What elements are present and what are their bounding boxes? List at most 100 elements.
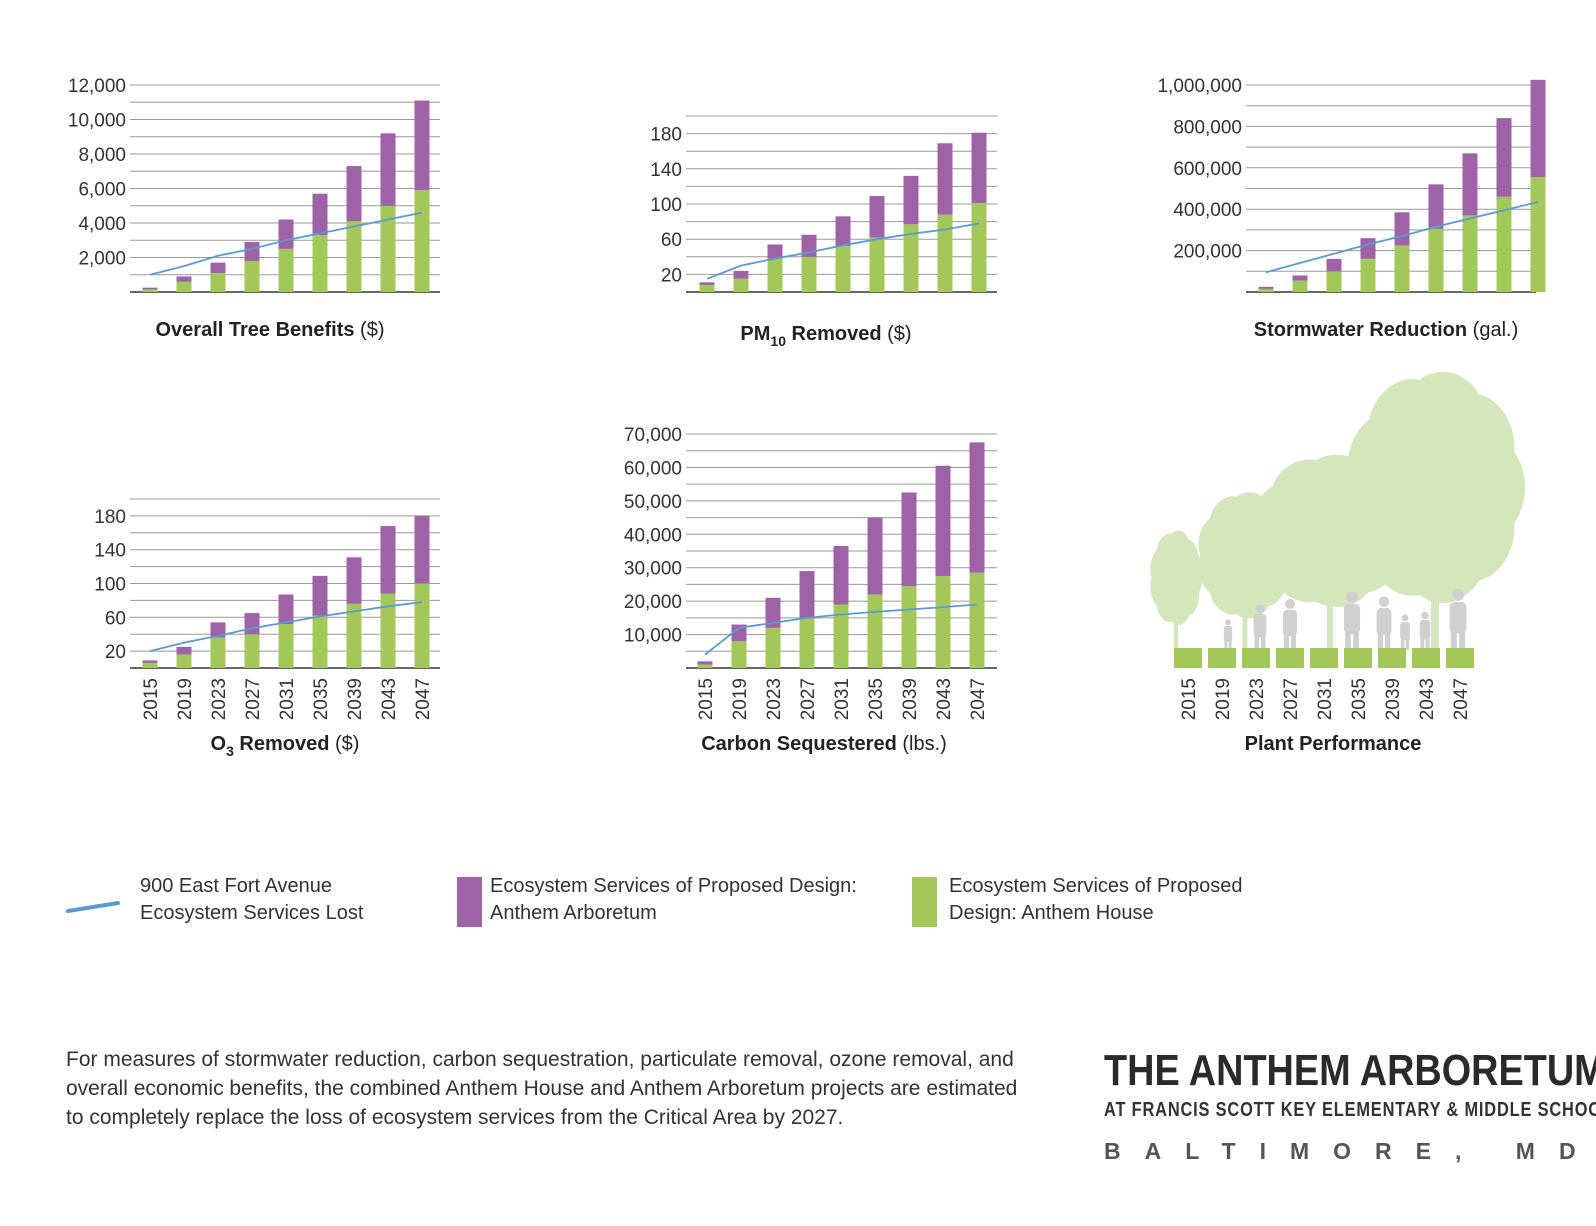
legend-purple-label-1: Ecosystem Services of Proposed Design: xyxy=(490,875,857,897)
title-unit: ($) xyxy=(354,319,384,341)
y-tick-label: 140 xyxy=(94,541,126,562)
bar-anthem-house xyxy=(1326,271,1342,292)
person-leg xyxy=(1425,638,1430,650)
bar-anthem-arboretum xyxy=(697,661,713,665)
plant-performance-bar xyxy=(1378,648,1406,668)
bar-anthem-house xyxy=(835,246,851,292)
title-subscript: 10 xyxy=(770,333,786,349)
x-tick-label: 2031 xyxy=(832,678,853,720)
bar-anthem-house xyxy=(278,624,294,668)
bar-anthem-arboretum xyxy=(142,287,158,290)
bar-anthem-house xyxy=(278,248,294,292)
bar-anthem-arboretum xyxy=(414,100,430,191)
tree-trunk xyxy=(1242,577,1248,650)
bar-anthem-arboretum xyxy=(799,571,815,618)
person-body xyxy=(1419,620,1431,640)
legend-line-label-1: 900 East Fort Avenue xyxy=(140,875,332,897)
y-tick-label: 12,000 xyxy=(68,76,126,97)
bar-anthem-house xyxy=(731,641,747,668)
bar-anthem-house xyxy=(210,637,226,668)
bar-anthem-arboretum xyxy=(971,132,987,204)
bar-anthem-arboretum xyxy=(937,143,953,215)
y-tick-label: 200,000 xyxy=(1173,242,1242,263)
bar-anthem-arboretum xyxy=(1530,79,1546,178)
x-tick-label: 2047 xyxy=(968,678,989,720)
plant-performance-title: Plant Performance xyxy=(1245,733,1422,755)
person-leg xyxy=(1400,638,1405,650)
bar-anthem-arboretum xyxy=(176,646,192,655)
bar-anthem-arboretum xyxy=(903,175,919,225)
person-icon xyxy=(1419,611,1431,650)
x-tick-label: 2015 xyxy=(696,678,717,720)
bar-anthem-arboretum xyxy=(244,241,260,261)
person-body xyxy=(1283,610,1297,636)
title-subscript: 3 xyxy=(226,743,234,759)
title-bold: O xyxy=(211,733,227,755)
title-unit: ($) xyxy=(882,323,912,345)
person-leg xyxy=(1224,640,1228,650)
y-tick-label: 4,000 xyxy=(78,214,126,235)
bar-anthem-house xyxy=(1292,280,1308,292)
plant-performance-bar xyxy=(1208,648,1236,668)
bar-anthem-arboretum xyxy=(210,622,226,638)
bar-anthem-arboretum xyxy=(935,465,951,577)
person-leg xyxy=(1353,631,1359,650)
bar-anthem-house xyxy=(380,593,396,668)
person-head xyxy=(1401,614,1409,622)
legend-line-swatch xyxy=(66,901,120,913)
tree-crown xyxy=(1372,399,1498,567)
person-head xyxy=(1346,591,1358,603)
bar-anthem-house xyxy=(142,662,158,668)
legend-green-label: Ecosystem Services of Proposed Design: A… xyxy=(949,873,1242,927)
x-tick-label: 2039 xyxy=(900,678,921,720)
person-body xyxy=(1376,608,1392,636)
y-tick-label: 800,000 xyxy=(1173,117,1242,138)
x-tick-label: 2023 xyxy=(209,678,230,720)
bar-anthem-arboretum xyxy=(414,515,430,584)
bar-anthem-house xyxy=(244,634,260,668)
bar-anthem-house xyxy=(142,289,158,292)
x-tick-label: 2035 xyxy=(311,678,332,720)
bar-anthem-house xyxy=(312,235,328,292)
person-icon xyxy=(1343,591,1361,650)
bar-anthem-arboretum xyxy=(867,517,883,595)
y-tick-label: 60 xyxy=(661,230,682,251)
bar-anthem-arboretum xyxy=(1394,212,1410,246)
chart-overall: 2,000 4,000 6,000 8,000 10,000 12,000 Overall … xyxy=(68,76,440,341)
bar-anthem-house xyxy=(699,284,715,292)
bar-anthem-arboretum xyxy=(901,492,917,587)
plant-performance-bar xyxy=(1446,648,1474,668)
legend-green-swatch xyxy=(912,877,937,927)
x-tick-label: 2047 xyxy=(413,678,434,720)
bar-anthem-house xyxy=(765,627,781,668)
person-body xyxy=(1449,602,1467,634)
bar-anthem-house xyxy=(210,273,226,292)
y-tick-label: 60 xyxy=(105,608,126,629)
x-tick-label: 2023 xyxy=(1247,678,1268,720)
x-tick-label: 2019 xyxy=(730,678,751,720)
y-tick-label: 180 xyxy=(94,507,126,528)
line-services-lost xyxy=(149,211,423,276)
bar-anthem-house xyxy=(1462,215,1478,292)
bar-anthem-arboretum xyxy=(176,276,192,282)
y-tick-label: 10,000 xyxy=(624,626,682,647)
bar-anthem-house xyxy=(346,221,362,292)
bar-anthem-house xyxy=(1258,288,1274,292)
bar-anthem-arboretum xyxy=(346,557,362,604)
person-body xyxy=(1253,614,1267,638)
person-leg xyxy=(1291,634,1296,650)
y-tick-label: 20 xyxy=(105,642,126,663)
bar-anthem-house xyxy=(971,203,987,292)
title-unit: (gal.) xyxy=(1467,319,1518,341)
x-tick-label: 2027 xyxy=(243,678,264,720)
legend-green-label-1: Ecosystem Services of Proposed xyxy=(949,875,1243,897)
x-tick-label: 2019 xyxy=(1213,678,1234,720)
x-tick-label: 2039 xyxy=(345,678,366,720)
person-leg xyxy=(1420,638,1425,650)
person-icon xyxy=(1449,588,1467,650)
title-bold: Overall Tree Benefits xyxy=(156,319,355,341)
bar-anthem-arboretum xyxy=(210,262,226,274)
title-bold: Carbon Sequestered xyxy=(701,733,897,755)
x-tick-label: 2015 xyxy=(1179,678,1200,720)
chart-title: Carbon Sequestered (lbs.) xyxy=(701,733,947,755)
